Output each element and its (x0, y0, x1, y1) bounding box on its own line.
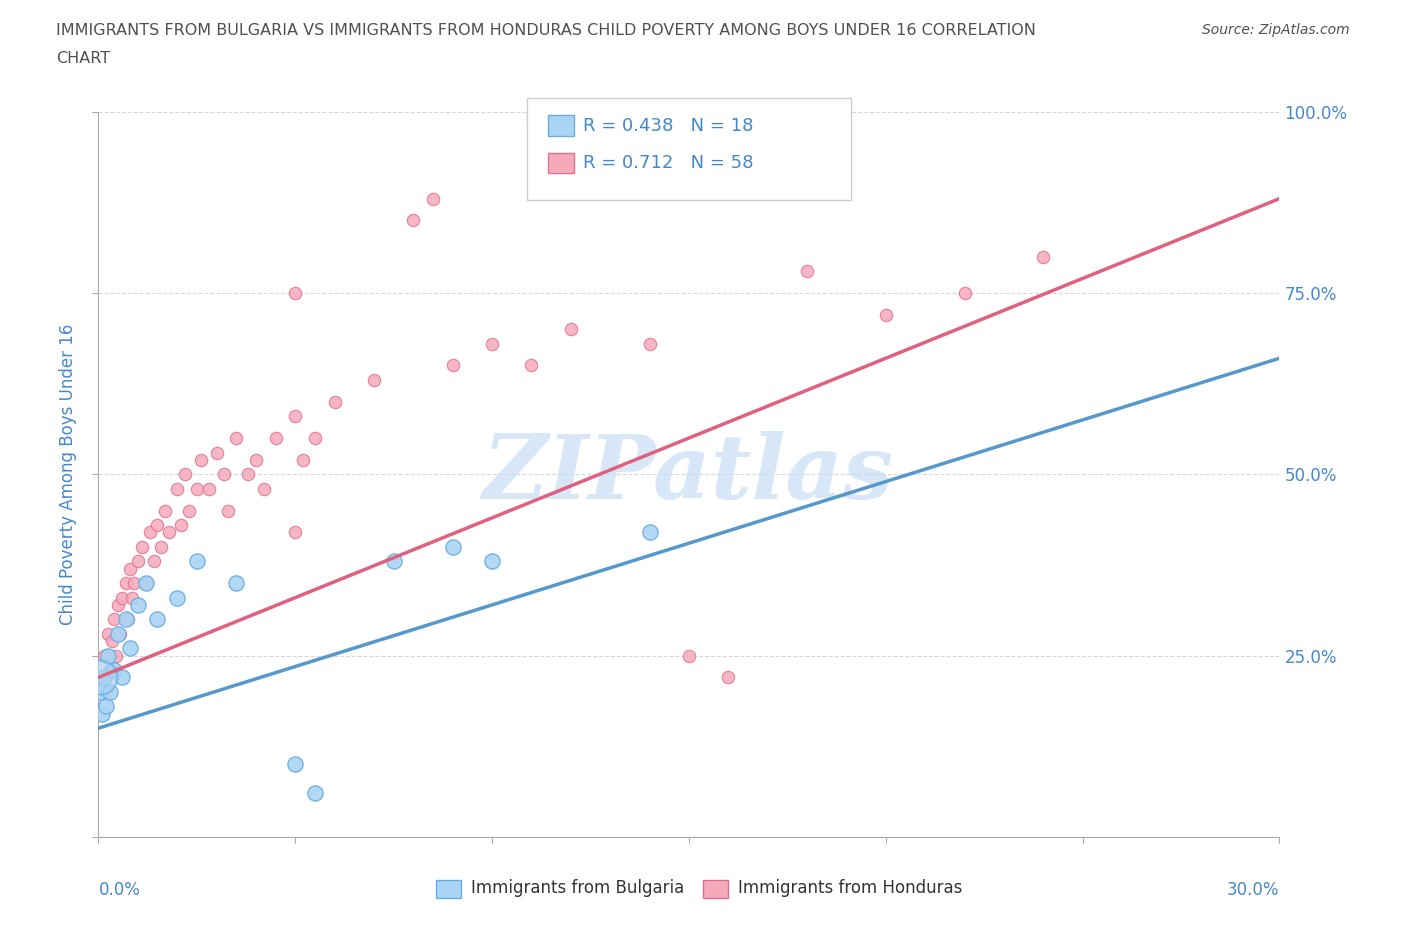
Text: ZIPatlas: ZIPatlas (484, 431, 894, 518)
Point (127, 597, 149, 612)
Point (131, 539, 153, 554)
Point (91, 670, 114, 684)
Y-axis label: Child Poverty Among Boys Under 16: Child Poverty Among Boys Under 16 (59, 324, 77, 625)
Point (190, 452, 212, 467)
Point (225, 576, 247, 591)
Point (875, 307, 897, 322)
Point (174, 467, 197, 482)
Point (166, 482, 188, 497)
Point (101, 633, 124, 648)
Point (135, 576, 157, 591)
Point (157, 525, 180, 539)
Point (205, 445, 228, 460)
Point (678, 648, 700, 663)
Point (953, 286, 976, 300)
Point (717, 670, 740, 684)
Text: R = 0.712   N = 58: R = 0.712 N = 58 (583, 153, 754, 172)
Point (111, 591, 134, 605)
Point (284, 286, 307, 300)
Text: 0.0%: 0.0% (98, 881, 141, 898)
Point (115, 612, 138, 627)
Point (107, 597, 129, 612)
Point (118, 561, 141, 576)
Point (236, 467, 259, 482)
Point (107, 627, 129, 642)
Point (96, 684, 118, 699)
Point (98, 663, 121, 678)
Point (520, 358, 543, 373)
Point (422, 192, 444, 206)
Point (146, 612, 169, 627)
Point (91, 706, 114, 721)
Point (97, 648, 120, 663)
Point (402, 213, 425, 228)
Point (146, 518, 169, 533)
Point (186, 554, 208, 569)
Point (245, 452, 267, 467)
Point (253, 482, 276, 497)
Point (304, 786, 326, 801)
Point (481, 337, 503, 352)
Point (225, 431, 247, 445)
Point (1032, 249, 1054, 264)
Point (638, 337, 661, 352)
Text: Immigrants from Bulgaria: Immigrants from Bulgaria (471, 879, 685, 897)
Point (93, 648, 115, 663)
Point (108, 627, 131, 642)
Text: Source: ZipAtlas.com: Source: ZipAtlas.com (1202, 23, 1350, 37)
Point (155, 503, 177, 518)
Point (323, 394, 346, 409)
Point (127, 554, 149, 569)
Point (118, 641, 141, 656)
Point (217, 503, 239, 518)
Point (304, 431, 326, 445)
Point (96, 699, 118, 714)
Point (93, 670, 115, 684)
Point (103, 612, 125, 627)
Point (481, 554, 503, 569)
Point (292, 452, 315, 467)
Point (166, 591, 188, 605)
Point (214, 467, 236, 482)
Point (111, 670, 134, 684)
Text: R = 0.438   N = 18: R = 0.438 N = 18 (583, 116, 754, 135)
Point (98, 684, 121, 699)
Point (97, 627, 120, 642)
Point (103, 663, 125, 678)
Point (121, 591, 143, 605)
Point (284, 757, 307, 772)
Point (138, 525, 160, 539)
Point (186, 482, 208, 497)
Point (135, 576, 157, 591)
Point (115, 576, 138, 591)
Point (117, 612, 139, 627)
Point (382, 554, 405, 569)
Text: Immigrants from Honduras: Immigrants from Honduras (738, 879, 963, 897)
Point (105, 648, 128, 663)
Point (170, 518, 193, 533)
Text: CHART: CHART (56, 51, 110, 66)
Point (560, 322, 582, 337)
Point (441, 358, 464, 373)
Point (441, 539, 464, 554)
Point (150, 539, 173, 554)
Point (284, 409, 307, 424)
Point (122, 576, 145, 591)
Point (197, 482, 219, 497)
Point (284, 525, 307, 539)
Point (177, 503, 200, 518)
Point (264, 431, 287, 445)
Text: IMMIGRANTS FROM BULGARIA VS IMMIGRANTS FROM HONDURAS CHILD POVERTY AMONG BOYS UN: IMMIGRANTS FROM BULGARIA VS IMMIGRANTS F… (56, 23, 1036, 38)
Text: 30.0%: 30.0% (1227, 881, 1279, 898)
Point (796, 264, 818, 279)
Point (89, 684, 111, 699)
Point (142, 554, 165, 569)
Point (363, 373, 385, 388)
Point (638, 525, 661, 539)
Point (89, 670, 111, 684)
